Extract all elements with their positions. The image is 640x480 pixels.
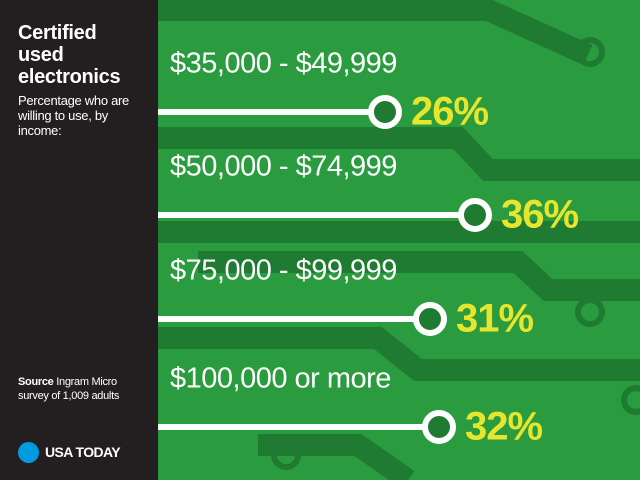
trace: [158, 127, 640, 181]
logo-text: USA TODAY: [45, 444, 121, 460]
category-label: $50,000 - $74,999: [170, 151, 397, 183]
chart: $35,000 - $49,999 26% $50,000 - $74,999 36%…: [158, 0, 640, 480]
source-label: Source: [18, 376, 54, 388]
value-label: 32%: [465, 405, 542, 449]
dot: [458, 198, 492, 232]
category-label: $100,000 or more: [170, 363, 391, 395]
dot: [368, 95, 402, 129]
trace-ring: [271, 440, 301, 470]
source-note: Source Ingram Micro survey of 1,009 adul…: [18, 375, 148, 403]
trace: [158, 0, 593, 66]
trace: [198, 251, 640, 301]
logo: USA TODAY: [18, 441, 121, 463]
category-label: $35,000 - $49,999: [170, 48, 397, 80]
trace-ring: [575, 297, 605, 327]
value-label: 31%: [456, 297, 533, 341]
chart-subtitle: Percentage who are willing to use, by in…: [18, 93, 129, 138]
side-panel: Certified used electronics Percentage wh…: [0, 0, 158, 480]
trace: [158, 327, 640, 381]
category-label: $75,000 - $99,999: [170, 255, 397, 287]
logo-dot: [18, 441, 39, 463]
source-text: Ingram Micro survey of 1,009 adults: [18, 376, 120, 402]
circuit-decoration: [158, 0, 640, 480]
chart-title: Certified used electronics: [18, 22, 121, 88]
value-label: 26%: [411, 90, 488, 134]
dot: [413, 302, 447, 336]
trace-ring: [621, 385, 640, 415]
value-label: 36%: [501, 193, 578, 237]
trace-ring: [575, 37, 605, 67]
dot: [422, 410, 456, 444]
